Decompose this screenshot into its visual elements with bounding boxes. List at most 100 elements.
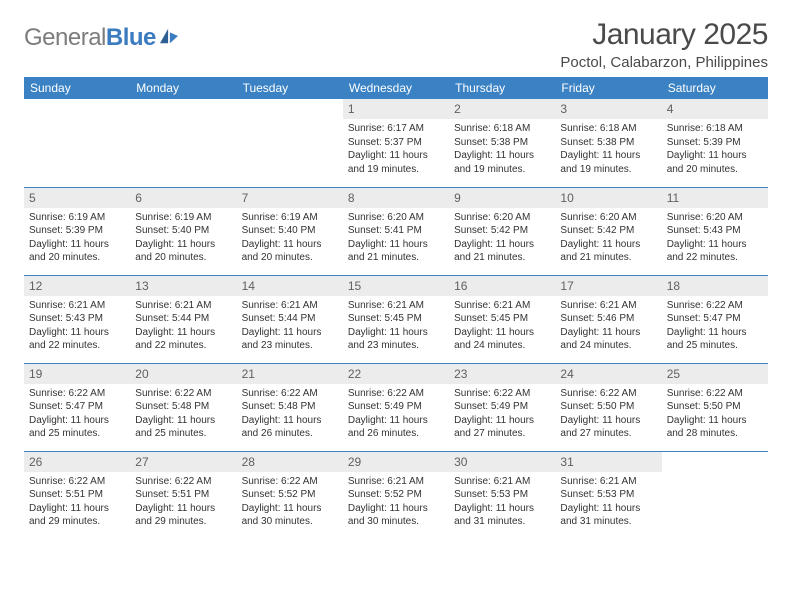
day2-text: and 23 minutes. bbox=[348, 339, 444, 353]
day2-text: and 26 minutes. bbox=[242, 427, 338, 441]
day1-text: Daylight: 11 hours bbox=[29, 414, 125, 428]
sunrise-text: Sunrise: 6:20 AM bbox=[454, 211, 550, 225]
day-number: 12 bbox=[24, 276, 130, 296]
day2-text: and 19 minutes. bbox=[560, 163, 656, 177]
sunset-text: Sunset: 5:43 PM bbox=[667, 224, 763, 238]
calendar-cell: 28Sunrise: 6:22 AMSunset: 5:52 PMDayligh… bbox=[237, 451, 343, 539]
sunset-text: Sunset: 5:41 PM bbox=[348, 224, 444, 238]
sunrise-text: Sunrise: 6:17 AM bbox=[348, 122, 444, 136]
calendar-cell: 1Sunrise: 6:17 AMSunset: 5:37 PMDaylight… bbox=[343, 99, 449, 187]
calendar-cell: 17Sunrise: 6:21 AMSunset: 5:46 PMDayligh… bbox=[555, 275, 661, 363]
sunset-text: Sunset: 5:38 PM bbox=[560, 136, 656, 150]
day1-text: Daylight: 11 hours bbox=[135, 502, 231, 516]
sunrise-text: Sunrise: 6:22 AM bbox=[242, 475, 338, 489]
calendar-cell: 20Sunrise: 6:22 AMSunset: 5:48 PMDayligh… bbox=[130, 363, 236, 451]
sunset-text: Sunset: 5:40 PM bbox=[242, 224, 338, 238]
sunset-text: Sunset: 5:38 PM bbox=[454, 136, 550, 150]
calendar-cell: 15Sunrise: 6:21 AMSunset: 5:45 PMDayligh… bbox=[343, 275, 449, 363]
day2-text: and 19 minutes. bbox=[454, 163, 550, 177]
day1-text: Daylight: 11 hours bbox=[454, 238, 550, 252]
day-number: 24 bbox=[555, 364, 661, 384]
day1-text: Daylight: 11 hours bbox=[135, 326, 231, 340]
calendar-cell: 18Sunrise: 6:22 AMSunset: 5:47 PMDayligh… bbox=[662, 275, 768, 363]
day1-text: Daylight: 11 hours bbox=[348, 414, 444, 428]
weekday-header: Friday bbox=[555, 77, 661, 99]
logo: GeneralBlue bbox=[24, 24, 180, 52]
day-number: 9 bbox=[449, 188, 555, 208]
day-number: 27 bbox=[130, 452, 236, 472]
day1-text: Daylight: 11 hours bbox=[348, 238, 444, 252]
day2-text: and 21 minutes. bbox=[560, 251, 656, 265]
calendar-week-row: 26Sunrise: 6:22 AMSunset: 5:51 PMDayligh… bbox=[24, 451, 768, 539]
sunrise-text: Sunrise: 6:22 AM bbox=[29, 387, 125, 401]
sunrise-text: Sunrise: 6:20 AM bbox=[560, 211, 656, 225]
day-number: 26 bbox=[24, 452, 130, 472]
day-number: 20 bbox=[130, 364, 236, 384]
calendar-cell: 9Sunrise: 6:20 AMSunset: 5:42 PMDaylight… bbox=[449, 187, 555, 275]
day-number: 10 bbox=[555, 188, 661, 208]
sunset-text: Sunset: 5:40 PM bbox=[135, 224, 231, 238]
weekday-header: Saturday bbox=[662, 77, 768, 99]
day-number: 14 bbox=[237, 276, 343, 296]
day-number: 16 bbox=[449, 276, 555, 296]
day1-text: Daylight: 11 hours bbox=[454, 414, 550, 428]
day1-text: Daylight: 11 hours bbox=[454, 149, 550, 163]
day1-text: Daylight: 11 hours bbox=[348, 502, 444, 516]
sunset-text: Sunset: 5:39 PM bbox=[667, 136, 763, 150]
day-number: 19 bbox=[24, 364, 130, 384]
calendar-cell: 19Sunrise: 6:22 AMSunset: 5:47 PMDayligh… bbox=[24, 363, 130, 451]
day2-text: and 22 minutes. bbox=[135, 339, 231, 353]
day-number-empty bbox=[662, 452, 768, 472]
calendar-cell: 14 Sunrise: 6:21 AMSunset: 5:44 PMDayligh… bbox=[237, 275, 343, 363]
day-number: 2 bbox=[449, 99, 555, 119]
calendar-cell: 29Sunrise: 6:21 AMSunset: 5:52 PMDayligh… bbox=[343, 451, 449, 539]
sunset-text: Sunset: 5:51 PM bbox=[135, 488, 231, 502]
sunrise-text: Sunrise: 6:21 AM bbox=[29, 299, 125, 313]
day1-text: Daylight: 11 hours bbox=[667, 326, 763, 340]
sunset-text: Sunset: 5:42 PM bbox=[560, 224, 656, 238]
day-number: 6 bbox=[130, 188, 236, 208]
sunset-text: Sunset: 5:50 PM bbox=[667, 400, 763, 414]
day1-text: Daylight: 11 hours bbox=[560, 238, 656, 252]
weekday-header-row: Sunday Monday Tuesday Wednesday Thursday… bbox=[24, 77, 768, 99]
calendar-cell: 10 Sunrise: 6:20 AMSunset: 5:42 PMDayligh… bbox=[555, 187, 661, 275]
sunset-text: Sunset: 5:39 PM bbox=[29, 224, 125, 238]
day-number: 30 bbox=[449, 452, 555, 472]
calendar-cell: 6Sunrise: 6:19 AMSunset: 5:40 PMDaylight… bbox=[130, 187, 236, 275]
calendar-cell bbox=[130, 99, 236, 187]
day1-text: Daylight: 11 hours bbox=[667, 238, 763, 252]
day1-text: Daylight: 11 hours bbox=[242, 326, 338, 340]
day1-text: Daylight: 11 hours bbox=[29, 326, 125, 340]
sunrise-text: Sunrise: 6:22 AM bbox=[135, 475, 231, 489]
sunrise-text: Sunrise: 6:18 AM bbox=[560, 122, 656, 136]
day1-text: Daylight: 11 hours bbox=[29, 238, 125, 252]
day2-text: and 25 minutes. bbox=[667, 339, 763, 353]
calendar-cell: 25Sunrise: 6:22 AMSunset: 5:50 PMDayligh… bbox=[662, 363, 768, 451]
sunset-text: Sunset: 5:45 PM bbox=[348, 312, 444, 326]
calendar-week-row: 19Sunrise: 6:22 AMSunset: 5:47 PMDayligh… bbox=[24, 363, 768, 451]
sunrise-text: Sunrise: 6:21 AM bbox=[454, 475, 550, 489]
sunrise-text: Sunrise: 6:22 AM bbox=[667, 299, 763, 313]
sunset-text: Sunset: 5:53 PM bbox=[454, 488, 550, 502]
calendar-cell: 7Sunrise: 6:19 AMSunset: 5:40 PMDaylight… bbox=[237, 187, 343, 275]
sunset-text: Sunset: 5:44 PM bbox=[242, 312, 338, 326]
day2-text: and 20 minutes. bbox=[667, 163, 763, 177]
day-number-empty bbox=[237, 99, 343, 119]
day-number: 31 bbox=[555, 452, 661, 472]
day1-text: Daylight: 11 hours bbox=[667, 149, 763, 163]
sunrise-text: Sunrise: 6:20 AM bbox=[348, 211, 444, 225]
day-number: 22 bbox=[343, 364, 449, 384]
day1-text: Daylight: 11 hours bbox=[560, 326, 656, 340]
day1-text: Daylight: 11 hours bbox=[560, 414, 656, 428]
sunset-text: Sunset: 5:48 PM bbox=[135, 400, 231, 414]
sunrise-text: Sunrise: 6:21 AM bbox=[560, 299, 656, 313]
calendar-cell: 16Sunrise: 6:21 AMSunset: 5:45 PMDayligh… bbox=[449, 275, 555, 363]
month-title: January 2025 bbox=[560, 18, 768, 52]
sunrise-text: Sunrise: 6:21 AM bbox=[242, 299, 338, 313]
sunrise-text: Sunrise: 6:19 AM bbox=[242, 211, 338, 225]
day-number: 21 bbox=[237, 364, 343, 384]
sunrise-text: Sunrise: 6:22 AM bbox=[560, 387, 656, 401]
header: GeneralBlue January 2025 Poctol, Calabar… bbox=[24, 18, 768, 71]
sunrise-text: Sunrise: 6:19 AM bbox=[29, 211, 125, 225]
day2-text: and 20 minutes. bbox=[29, 251, 125, 265]
